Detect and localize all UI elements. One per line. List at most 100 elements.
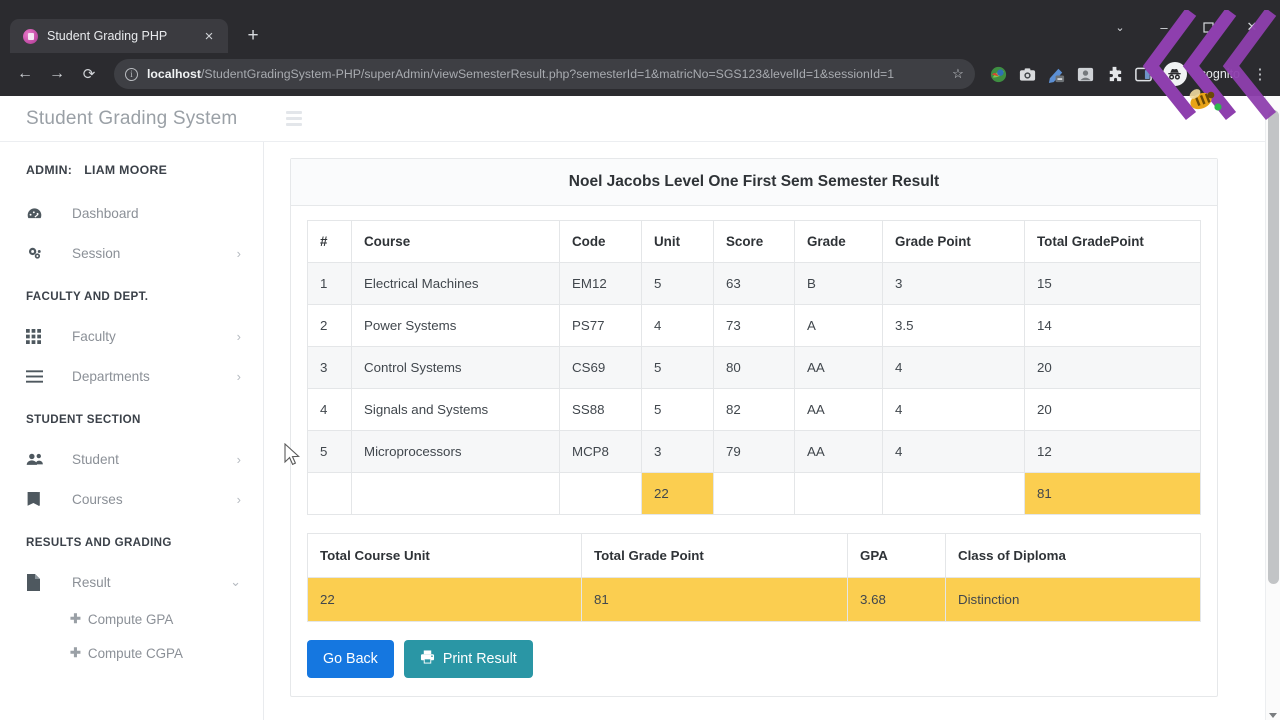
- window-controls: ⌄ – ✕: [1098, 12, 1274, 42]
- users-icon: [26, 452, 56, 467]
- sidebar-item-student[interactable]: Student ›: [0, 439, 263, 479]
- sidebar-item-departments[interactable]: Departments ›: [0, 356, 263, 396]
- cell-course: Electrical Machines: [351, 262, 560, 305]
- sidebar-item-dashboard[interactable]: Dashboard: [0, 193, 263, 233]
- sidebar-chevron: ›: [236, 328, 241, 344]
- plus-icon: ✚: [70, 611, 81, 626]
- cell-grade: B: [794, 262, 883, 305]
- value-total-grade-point: 81: [581, 577, 848, 622]
- sidebar-heading-results: RESULTS AND GRADING: [26, 536, 172, 549]
- cell-code: PS77: [559, 304, 642, 347]
- close-window-button[interactable]: ✕: [1246, 19, 1258, 34]
- cell-unit: 3: [641, 430, 714, 473]
- admin-label: ADMIN:: [26, 163, 73, 177]
- bookmark-star-icon[interactable]: ☆: [952, 66, 964, 81]
- summary-values-row: 22 81 3.68 Distinction: [307, 577, 1201, 622]
- cell-course: Control Systems: [351, 346, 560, 389]
- summary-head: Total Course Unit Total Grade Point GPA …: [307, 533, 1201, 578]
- hamburger-bar: [286, 123, 302, 126]
- camera-extension-icon[interactable]: [1018, 65, 1037, 84]
- col-grade-point: Grade Point: [882, 220, 1025, 263]
- maximize-icon: [1202, 21, 1214, 33]
- sidebar-item-courses[interactable]: Courses ›: [0, 479, 263, 519]
- sidebar-chevron: ›: [236, 368, 241, 384]
- cell-score: 73: [713, 304, 795, 347]
- url-text: localhost/StudentGradingSystem-PHP/super…: [147, 67, 943, 81]
- site-info-icon[interactable]: i: [125, 67, 138, 81]
- cell-total-grade-point: 20: [1024, 346, 1201, 389]
- table-row: 1 Electrical Machines EM12 5 63 B 3 15: [307, 262, 1201, 305]
- totals-blank: [713, 472, 795, 515]
- col-class-of-diploma: Class of Diploma: [945, 533, 1201, 578]
- cell-grade-point: 3: [882, 262, 1025, 305]
- app-brand-title: Student Grading System: [26, 107, 238, 129]
- side-panel-icon[interactable]: [1134, 65, 1153, 84]
- col-number: #: [307, 220, 352, 263]
- pen-extension-icon[interactable]: [1047, 65, 1066, 84]
- extension-icons: [983, 65, 1153, 84]
- col-unit: Unit: [641, 220, 714, 263]
- app-topbar: Student Grading System: [0, 96, 1280, 142]
- print-result-label: Print Result: [442, 651, 517, 667]
- sidebar-subitem-compute-cgpa[interactable]: ✚ Compute CGPA: [0, 636, 263, 670]
- col-code: Code: [559, 220, 642, 263]
- cell-number: 2: [307, 304, 352, 347]
- puzzle-extensions-icon[interactable]: [1105, 65, 1124, 84]
- page-scrollbar[interactable]: [1265, 96, 1280, 720]
- col-grade: Grade: [794, 220, 883, 263]
- totals-unit: 22: [641, 472, 714, 515]
- sidebar-label: Departments: [72, 368, 150, 384]
- go-back-button[interactable]: Go Back: [307, 640, 394, 678]
- cell-code: MCP8: [559, 430, 642, 473]
- browser-tab[interactable]: Student Grading PHP ×: [10, 19, 228, 53]
- main-content: Noel Jacobs Level One First Sem Semester…: [264, 142, 1280, 720]
- result-card-header: Noel Jacobs Level One First Sem Semester…: [291, 159, 1217, 206]
- tab-search-chevron-icon[interactable]: ⌄: [1115, 21, 1125, 34]
- sidebar-item-result[interactable]: Result ⌄: [0, 562, 263, 602]
- sidebar-label: Result: [72, 574, 111, 590]
- minimize-button[interactable]: –: [1160, 19, 1168, 35]
- contact-extension-icon[interactable]: [1076, 65, 1095, 84]
- sidebar-item-faculty[interactable]: Faculty ›: [0, 316, 263, 356]
- value-class-of-diploma: Distinction: [945, 577, 1201, 622]
- cell-number: 4: [307, 388, 352, 431]
- profile-chip[interactable]: ncognito: [1162, 62, 1242, 86]
- scrollbar-thumb[interactable]: [1268, 110, 1279, 584]
- sidebar-sub-label: Compute CGPA: [87, 645, 183, 661]
- tab-title: Student Grading PHP: [47, 29, 168, 43]
- sidebar-subitem-compute-gpa[interactable]: ✚ Compute GPA: [0, 602, 263, 636]
- sidebar-item-session[interactable]: Session ›: [0, 233, 263, 273]
- sidebar-chevron: ›: [236, 491, 241, 507]
- table-totals-row: 22 81: [307, 472, 1201, 515]
- summary-header-row: Total Course Unit Total Grade Point GPA …: [307, 533, 1201, 578]
- totals-blank: [351, 472, 560, 515]
- cell-unit: 5: [641, 388, 714, 431]
- tab-strip: Student Grading PHP × + ⌄ – ✕: [0, 0, 1280, 53]
- print-result-button[interactable]: Print Result: [403, 640, 533, 678]
- forward-icon[interactable]: →: [49, 65, 65, 82]
- reload-icon[interactable]: ⟳: [82, 66, 96, 83]
- scroll-down-arrow-icon[interactable]: [1269, 713, 1277, 718]
- cell-total-grade-point: 12: [1024, 430, 1201, 473]
- totals-blank: [882, 472, 1025, 515]
- sidebar-toggle-icon[interactable]: [286, 111, 302, 126]
- cell-course: Microprocessors: [351, 430, 560, 473]
- cell-grade: AA: [794, 346, 883, 389]
- cell-unit: 5: [641, 262, 714, 305]
- new-tab-button[interactable]: +: [247, 25, 259, 46]
- cell-code: SS88: [559, 388, 642, 431]
- maximize-button[interactable]: [1186, 12, 1230, 42]
- table-header-row: # Course Code Unit Score Grade Grade Poi…: [307, 220, 1201, 263]
- colorful-extension-icon[interactable]: [989, 65, 1008, 84]
- close-tab-icon[interactable]: ×: [204, 27, 214, 45]
- cell-number: 1: [307, 262, 352, 305]
- col-gpa: GPA: [847, 533, 946, 578]
- back-icon[interactable]: ←: [17, 65, 33, 82]
- value-gpa: 3.68: [847, 577, 946, 622]
- browser-menu-icon[interactable]: ⋮: [1252, 65, 1268, 83]
- cell-total-grade-point: 20: [1024, 388, 1201, 431]
- cell-grade-point: 4: [882, 346, 1025, 389]
- sidebar-label: Courses: [72, 491, 123, 507]
- address-bar[interactable]: i localhost/StudentGradingSystem-PHP/sup…: [114, 59, 975, 89]
- col-score: Score: [713, 220, 795, 263]
